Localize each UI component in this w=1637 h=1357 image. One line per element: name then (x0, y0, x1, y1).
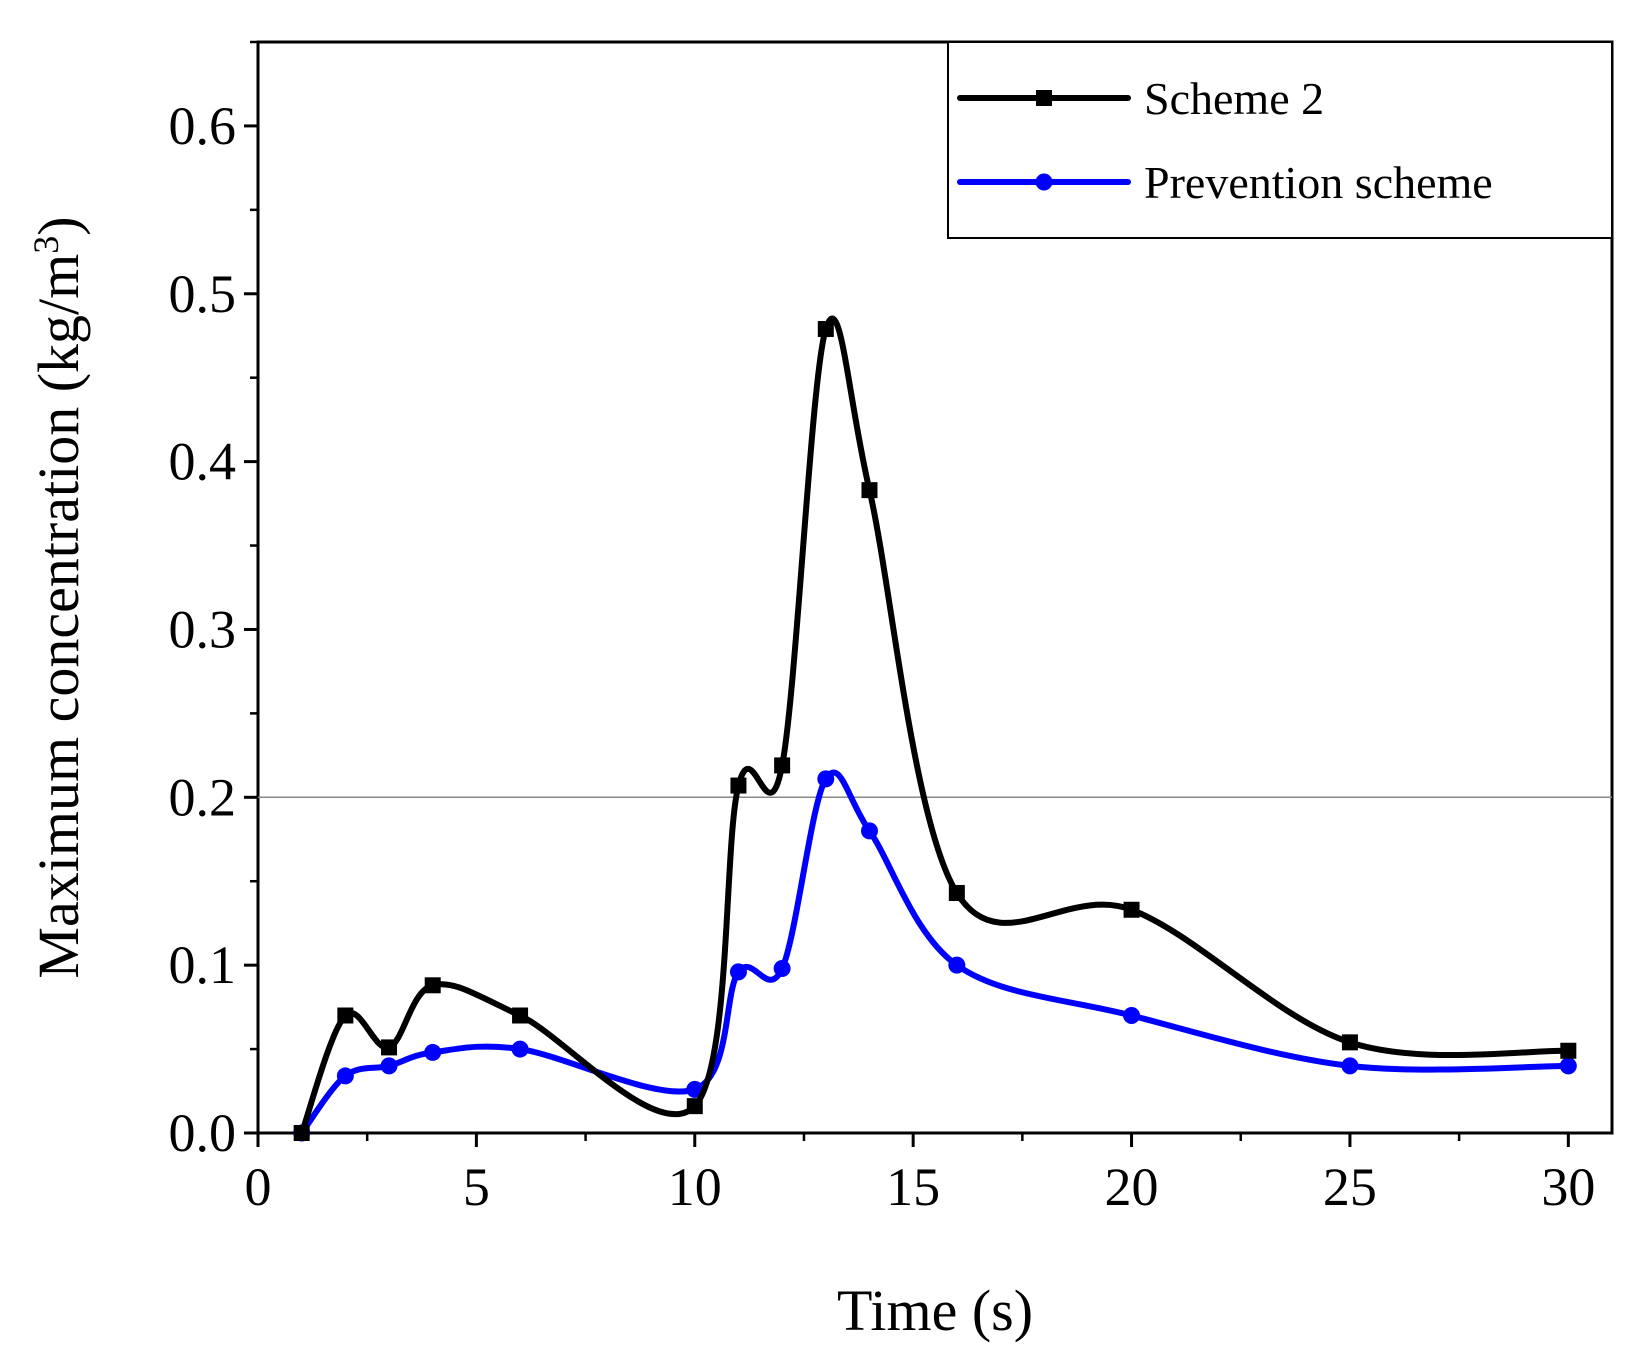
series-line-prevention-scheme (298, 769, 1572, 1136)
data-point-prevention-scheme (686, 1080, 704, 1098)
data-point-prevention-scheme (380, 1057, 398, 1075)
data-point-prevention-scheme (948, 956, 966, 974)
data-point-scheme-2 (774, 757, 791, 774)
data-point-prevention-scheme (1559, 1057, 1577, 1075)
legend-swatch-marker (1035, 173, 1053, 191)
data-point-prevention-scheme (336, 1067, 354, 1085)
legend-item-scheme-2: Scheme 2 (957, 73, 1324, 124)
data-point-scheme-2 (817, 321, 834, 338)
series-layer (293, 315, 1577, 1142)
data-point-scheme-2 (293, 1125, 310, 1141)
y-tick-label: 0.0 (169, 1103, 237, 1163)
data-point-scheme-2 (686, 1098, 703, 1115)
legend-box (947, 41, 1613, 239)
data-point-prevention-scheme (424, 1043, 442, 1061)
data-point-prevention-scheme (729, 963, 747, 981)
legend-label: Prevention scheme (1144, 157, 1493, 208)
y-tick-label: 0.6 (169, 96, 237, 156)
y-axis-title-close: ) (26, 216, 91, 235)
x-tick-label: 25 (1323, 1157, 1377, 1217)
x-tick-label: 20 (1105, 1157, 1159, 1217)
series-scheme-2 (293, 315, 1577, 1141)
data-point-scheme-2 (1341, 1034, 1358, 1051)
data-point-prevention-scheme (1123, 1007, 1141, 1025)
data-point-prevention-scheme (817, 770, 835, 788)
data-point-scheme-2 (1560, 1042, 1577, 1059)
legend-item-prevention-scheme: Prevention scheme (957, 157, 1493, 208)
axis-titles: Time (s) Maximum concentration (kg/m3) (26, 216, 1033, 1343)
y-tick-label: 0.5 (169, 264, 237, 324)
y-axis-title-superscript: 3 (26, 236, 66, 254)
y-tick-label: 0.3 (169, 599, 237, 659)
x-tick-label: 30 (1541, 1157, 1595, 1217)
x-tick-label: 5 (463, 1157, 490, 1217)
plot-frame (256, 40, 1614, 1135)
y-axis-title: Maximum concentration (kg/m3) (26, 216, 91, 978)
data-point-scheme-2 (730, 777, 747, 794)
legend: Scheme 2 Prevention scheme (947, 41, 1613, 239)
series-prevention-scheme (293, 769, 1577, 1142)
x-tick-label: 10 (668, 1157, 722, 1217)
y-axis-title-base: Maximum concentration (kg/m (26, 254, 91, 979)
data-point-scheme-2 (1123, 901, 1140, 918)
series-line-scheme-2 (298, 315, 1572, 1136)
data-point-prevention-scheme (773, 960, 791, 978)
legend-swatch-marker (1036, 90, 1052, 106)
x-tick-label: 0 (245, 1157, 272, 1217)
data-point-prevention-scheme (511, 1040, 529, 1058)
y-tick-label: 0.4 (169, 432, 237, 492)
x-axis-title: Time (s) (837, 1278, 1033, 1343)
data-point-scheme-2 (337, 1007, 354, 1024)
data-point-scheme-2 (948, 884, 965, 901)
data-point-scheme-2 (424, 977, 441, 994)
legend-label: Scheme 2 (1144, 73, 1324, 124)
y-tick-label: 0.1 (169, 935, 237, 995)
x-tick-label: 15 (886, 1157, 940, 1217)
axes-layer: 0 5 10 15 20 25 30 0.0 0.1 0.2 0.3 0.4 0.5 0.6 (169, 40, 1614, 1217)
data-point-scheme-2 (381, 1039, 398, 1056)
data-point-scheme-2 (512, 1007, 529, 1024)
y-tick-label: 0.2 (169, 767, 237, 827)
data-point-prevention-scheme (1341, 1057, 1359, 1075)
data-point-scheme-2 (861, 482, 878, 499)
data-point-prevention-scheme (860, 822, 878, 840)
